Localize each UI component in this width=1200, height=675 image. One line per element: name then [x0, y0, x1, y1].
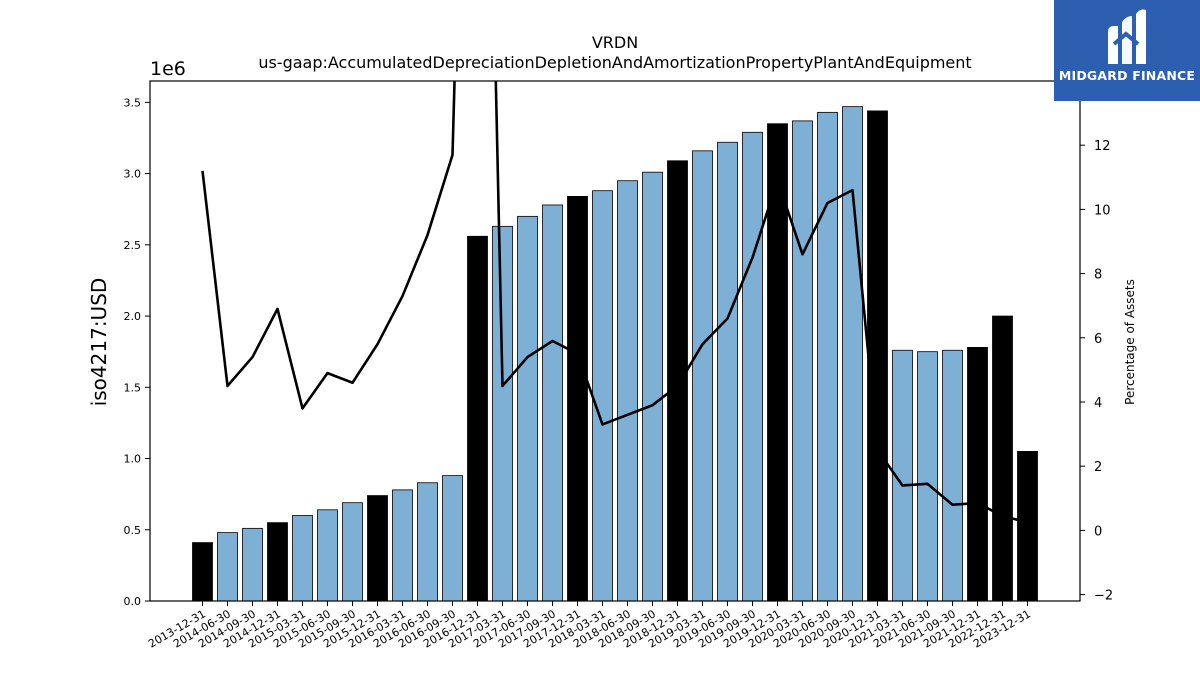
logo: MIDGARD FINANCE: [1054, 0, 1200, 101]
bar-2019-06-30: [717, 141, 738, 602]
bar-2021-06-30: [917, 351, 938, 602]
y2-tick-label: 4: [1094, 396, 1102, 411]
bar-2019-09-30: [742, 131, 763, 602]
y-tick-label: 0.5: [124, 524, 142, 537]
y-tick-label: 1.0: [124, 453, 142, 466]
bar-2017-09-30: [542, 204, 563, 602]
x-axis-ticks: 2013-12-312014-06-302014-09-302014-12-31…: [146, 601, 1033, 651]
bar-2017-12-31: [567, 195, 588, 602]
y2-axis-label: Percentage of Assets: [1123, 279, 1137, 405]
y-tick-label: 3.5: [124, 96, 142, 109]
bar-2016-06-30: [417, 482, 438, 602]
bar-2020-12-31: [867, 110, 888, 602]
bar-2021-09-30: [942, 349, 963, 602]
y2-tick-label: 2: [1094, 460, 1102, 475]
bars-group: [192, 106, 1038, 602]
bar-2015-06-30: [317, 509, 338, 602]
bar-2016-03-31: [392, 489, 413, 602]
y2-tick-label: 6: [1094, 332, 1102, 347]
bar-2018-03-31: [592, 190, 613, 602]
bar-2020-03-31: [792, 120, 813, 602]
bar-2014-09-30: [242, 527, 263, 602]
bar-2015-03-31: [292, 515, 313, 602]
y-tick-label: 3.0: [124, 168, 142, 181]
bar-2014-12-31: [267, 522, 288, 602]
bar-2013-12-31: [192, 542, 213, 602]
bar-2022-12-31: [992, 315, 1013, 602]
bar-2021-12-31: [967, 347, 988, 602]
logo-mark-icon: [1108, 9, 1146, 64]
bar-2020-06-30: [817, 111, 838, 602]
logo-text: MIDGARD FINANCE: [1058, 68, 1196, 83]
bar-2019-12-31: [767, 123, 788, 602]
bar-2015-12-31: [367, 495, 388, 602]
y-axis-label: iso4217:USD: [87, 278, 111, 407]
y2-tick-label: 0: [1094, 524, 1102, 539]
y-tick-label: 2.0: [124, 310, 142, 323]
bar-2020-09-30: [842, 106, 863, 602]
chart-subtitle: us-gaap:AccumulatedDepreciationDepletion…: [258, 53, 971, 72]
bar-2018-12-31: [667, 160, 688, 602]
y-offset-label: 1e6: [150, 58, 186, 80]
y2-tick-label: 8: [1094, 268, 1102, 283]
y2-tick-label: −2: [1094, 589, 1113, 604]
bar-2017-03-31: [492, 225, 513, 602]
bar-2018-06-30: [617, 180, 638, 602]
bar-2015-09-30: [342, 502, 363, 602]
y-axis-ticks: 0.0 0.5 1.0 1.5 2.0 2.5 3.0 3.5: [124, 96, 150, 608]
bar-2017-06-30: [517, 215, 538, 602]
bar-2016-12-31: [467, 235, 488, 602]
line-group: [201, 81, 1028, 524]
bar-2023-12-31: [1017, 451, 1038, 602]
y-tick-label: 0.0: [124, 595, 142, 608]
plot-frame: [149, 80, 1081, 602]
bar-2019-03-31: [692, 150, 713, 602]
bar-2018-09-30: [642, 171, 663, 602]
y2-axis-ticks: −2 0 2 4 6 8 10 12: [1080, 139, 1113, 604]
percentage-line: [201, 81, 1028, 524]
y-tick-label: 1.5: [124, 381, 142, 394]
y-tick-label: 2.5: [124, 239, 142, 252]
y2-tick-label: 10: [1094, 203, 1111, 218]
bar-2016-09-30: [442, 475, 463, 602]
y2-tick-label: 12: [1094, 139, 1111, 154]
chart-title: VRDN: [592, 33, 638, 52]
bar-2014-06-30: [217, 532, 238, 602]
